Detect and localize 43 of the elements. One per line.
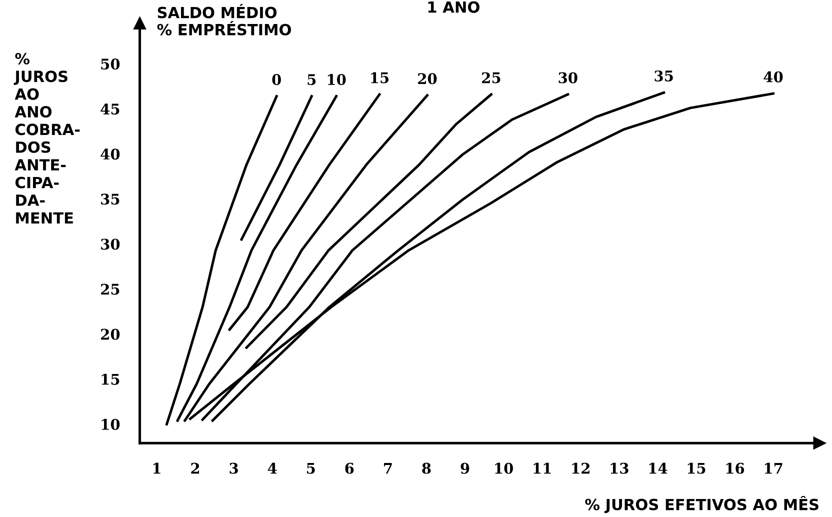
y-tick-label: 35 <box>101 194 120 205</box>
x-tick-label: 17 <box>764 462 782 474</box>
x-tick-label: 9 <box>460 462 470 474</box>
x-tick-label: 7 <box>384 462 392 474</box>
x-tick-label: 1 <box>153 462 160 474</box>
text: % JUROS AO ANO COBRA- DOS ANTE- CIPA- DA- MENTE <box>14 52 80 224</box>
line-series <box>245 93 492 349</box>
series-label: 20 <box>418 73 437 84</box>
y-tick-label: 20 <box>101 328 120 340</box>
chart-title: 1 ANO <box>428 1 480 13</box>
series-label: 25 <box>482 72 500 84</box>
line-series <box>176 94 338 422</box>
y-tick-label: 25 <box>101 284 120 295</box>
y-tick-label: 50 <box>101 58 120 70</box>
x-tick-label: 10 <box>495 462 514 474</box>
x-tick-label: 14 <box>649 462 668 474</box>
x-tick-label: 13 <box>610 462 628 474</box>
series-label: 30 <box>558 72 578 84</box>
y-tick-label: 10 <box>102 418 120 430</box>
series-label: 10 <box>328 74 346 86</box>
x-tick-label: 16 <box>726 462 744 474</box>
series-label: 35 <box>654 70 673 82</box>
x-tick-label: 3 <box>230 462 238 474</box>
x-tick-label: 5 <box>306 462 315 474</box>
series-label: 5 <box>308 74 316 86</box>
x-tick-label: 12 <box>572 462 590 474</box>
line-series <box>228 93 381 331</box>
legend-title: SALDO MÉDIO % EMPRÉSTIMO <box>157 4 291 36</box>
x-tick-label: 2 <box>191 462 200 474</box>
series-label: 40 <box>764 71 783 82</box>
line-series <box>166 94 278 426</box>
x-tick-label: 8 <box>422 462 431 474</box>
x-tick-label: 4 <box>268 462 277 474</box>
x-tick-label: 15 <box>688 462 706 474</box>
x-tick-label: 6 <box>345 462 354 474</box>
y-tick-label: 15 <box>102 374 120 385</box>
y-tick-label: 30 <box>101 238 120 250</box>
series-label: 15 <box>371 72 389 84</box>
y-tick-label: 40 <box>100 148 120 160</box>
x-tick-label: 11 <box>534 462 551 474</box>
y-tick-label: 45 <box>100 104 120 115</box>
x-axis-title: % JUROS EFETIVOS AO MÊS <box>585 496 818 514</box>
series-label: 0 <box>272 74 281 86</box>
